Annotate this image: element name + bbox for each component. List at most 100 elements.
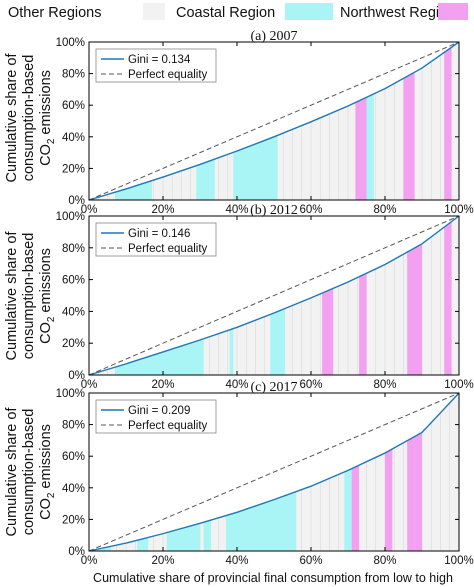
panel-1-xtick-label: 0% — [81, 204, 98, 216]
panel-1-band-3 — [233, 135, 278, 200]
panel-3-ytick-label: 40% — [62, 483, 85, 495]
panel-1-equality-line — [88, 41, 460, 201]
panel-3-band-5 — [225, 491, 297, 551]
ylabel-c: Cumulative share of consumption-based CO… — [4, 407, 57, 537]
panel-2-xtick-label: 20% — [151, 379, 174, 391]
ylabel-a-line3: CO2 emissions — [38, 70, 57, 166]
panel-3-legend-gini: Gini = 0.209 — [128, 405, 190, 417]
panel-2-band-3 — [270, 308, 286, 375]
panel-2-ytick-label: 40% — [62, 306, 85, 318]
ylabel-b-line1: Cumulative share of — [4, 231, 20, 361]
legend-label-other: Other Regions — [8, 5, 102, 21]
panel-1-axes-frame — [88, 41, 460, 201]
panel-3: 0% 20% 40% 60% 80% 100%0%20%40%60%80%100% (c) … — [56, 380, 474, 567]
panel-1-ytick-label: 60% — [62, 100, 85, 112]
ylabel-c-sub: 2 — [46, 492, 57, 498]
legend-swatch-coastal — [285, 3, 333, 20]
ylabel-a-sub: 2 — [46, 138, 57, 144]
panel-1-band-1 — [114, 180, 152, 200]
panel-3-xtick-label: 0% — [81, 555, 98, 567]
panel-1-ytick-label: 20% — [62, 163, 85, 175]
panel-1-xtick-label: 20% — [151, 204, 174, 216]
panel-2-title: (b) 2012 — [250, 203, 298, 218]
panel-2-xtick-label: 100% — [444, 379, 473, 391]
panel-2-band-1 — [114, 338, 204, 375]
region-legend: Other Regions Coastal Region Northwest R… — [8, 3, 468, 21]
panel-2-equality-line — [88, 215, 460, 376]
panel-3-xtick-label: 60% — [299, 555, 322, 567]
panel-3-title: (c) 2017 — [250, 380, 297, 395]
panel-1-ytick-label: 0% — [68, 195, 85, 207]
panel-1-band-4 — [355, 97, 367, 200]
panel-3-legend-equality: Perfect equality — [128, 420, 208, 432]
panel-2-ytick-label: 20% — [62, 338, 85, 350]
panel-2-xtick-label: 80% — [373, 379, 396, 391]
panel-1-band-7 — [444, 47, 452, 201]
panel-3-band-4 — [203, 520, 212, 551]
panel-3-ytick-label: 80% — [62, 420, 85, 432]
panel-3-xtick-label: 20% — [151, 555, 174, 567]
panel-3-ytick-label: 20% — [62, 514, 85, 526]
panel-3-lorenz-curve — [88, 392, 460, 552]
panel-1-xtick-label: 80% — [373, 204, 396, 216]
panel-2-band-5 — [359, 273, 367, 375]
ylabel-b-line3: CO2 emissions — [38, 248, 57, 344]
legend-label-coastal: Coastal Region — [176, 5, 275, 21]
panel-1-title: (a) 2007 — [250, 29, 297, 44]
ylabel-b-line2: consumption-based — [21, 233, 37, 360]
panel-2-xtick-label: 0% — [81, 379, 98, 391]
panel-2-xtick-label: 60% — [299, 379, 322, 391]
panel-2-legend-gini: Gini = 0.146 — [128, 228, 190, 240]
panel-2: 0% 20% 40% 60% 80% 100%0%20%40%60%80%100% (b) … — [56, 203, 474, 391]
panel-3-axes-frame — [88, 392, 460, 552]
panel-2-band-7 — [444, 221, 452, 375]
panel-3-band-6 — [344, 468, 352, 551]
panel-2-band-2 — [229, 328, 234, 375]
panel-1-xtick-label: 100% — [444, 204, 473, 216]
panel-1: 0% 20% 40% 60% 80% 100% 0% 20% 40% 60% 80% 100% (a) … — [56, 29, 474, 216]
panel-3-xtick-label: 100% — [444, 555, 473, 567]
panel-3-band-10 — [414, 432, 422, 551]
ylabel-a: Cumulative share of consumption-based CO… — [4, 53, 57, 183]
legend-label-northwest: Northwest Region — [340, 5, 455, 21]
panel-3-ytick-label: 100% — [56, 388, 85, 400]
x-axis-label: Cumulative share of provincial final con… — [93, 571, 453, 585]
panel-3-ytick-label: 60% — [62, 451, 85, 463]
panel-1-legend-gini: Gini = 0.134 — [128, 54, 191, 66]
panel-3-xtick-label: 40% — [225, 555, 248, 567]
panel-3-ytick-label: 0% — [68, 546, 85, 558]
panel-2-lorenz-curve — [88, 215, 460, 376]
ylabel-c-line1: Cumulative share of — [4, 407, 20, 537]
ylabel-c-co: CO — [38, 498, 54, 520]
panel-2-ytick-label: 60% — [62, 275, 85, 287]
panel-1-legend-equality: Perfect equality — [128, 69, 208, 81]
panel-2-band-6 — [407, 243, 422, 375]
panel-3-band-8 — [385, 448, 393, 551]
panel-1-ytick-label: 80% — [62, 69, 85, 81]
panel-3-band-7 — [351, 465, 360, 551]
panel-3-band-9 — [407, 436, 415, 551]
panel-2-ytick-label: 0% — [68, 370, 85, 382]
ylabel-b: Cumulative share of consumption-based CO… — [4, 231, 57, 361]
panel-1-ytick-label: 40% — [62, 132, 85, 144]
panel-1-lorenz-curve — [88, 41, 460, 201]
panel-3-xtick-label: 80% — [373, 555, 396, 567]
panel-2-xtick-label: 40% — [225, 379, 248, 391]
ylabel-b-sub: 2 — [46, 316, 57, 322]
chart-panels: 0% 20% 40% 60% 80% 100%0%20%40%60%80%100% (a) … — [56, 29, 474, 567]
ylabel-a-co: CO — [38, 144, 54, 166]
panel-1-legend-box — [95, 48, 217, 83]
ylabel-a-rest: emissions — [38, 70, 54, 139]
panel-1-band-6 — [403, 72, 415, 200]
ylabel-b-co: CO — [38, 322, 54, 344]
panel-1-band-5 — [366, 93, 374, 200]
panel-2-legend-equality: Perfect equality — [128, 243, 208, 255]
panel-2-legend-box — [95, 222, 217, 257]
panel-1-xtick-label: 60% — [299, 204, 322, 216]
panel-2-ytick-label: 100% — [56, 211, 85, 223]
legend-swatch-northwest — [438, 3, 468, 20]
ylabel-c-rest: emissions — [38, 424, 54, 493]
ylabel-c-line2: consumption-based — [21, 409, 37, 536]
panel-3-band-2 — [137, 537, 149, 551]
